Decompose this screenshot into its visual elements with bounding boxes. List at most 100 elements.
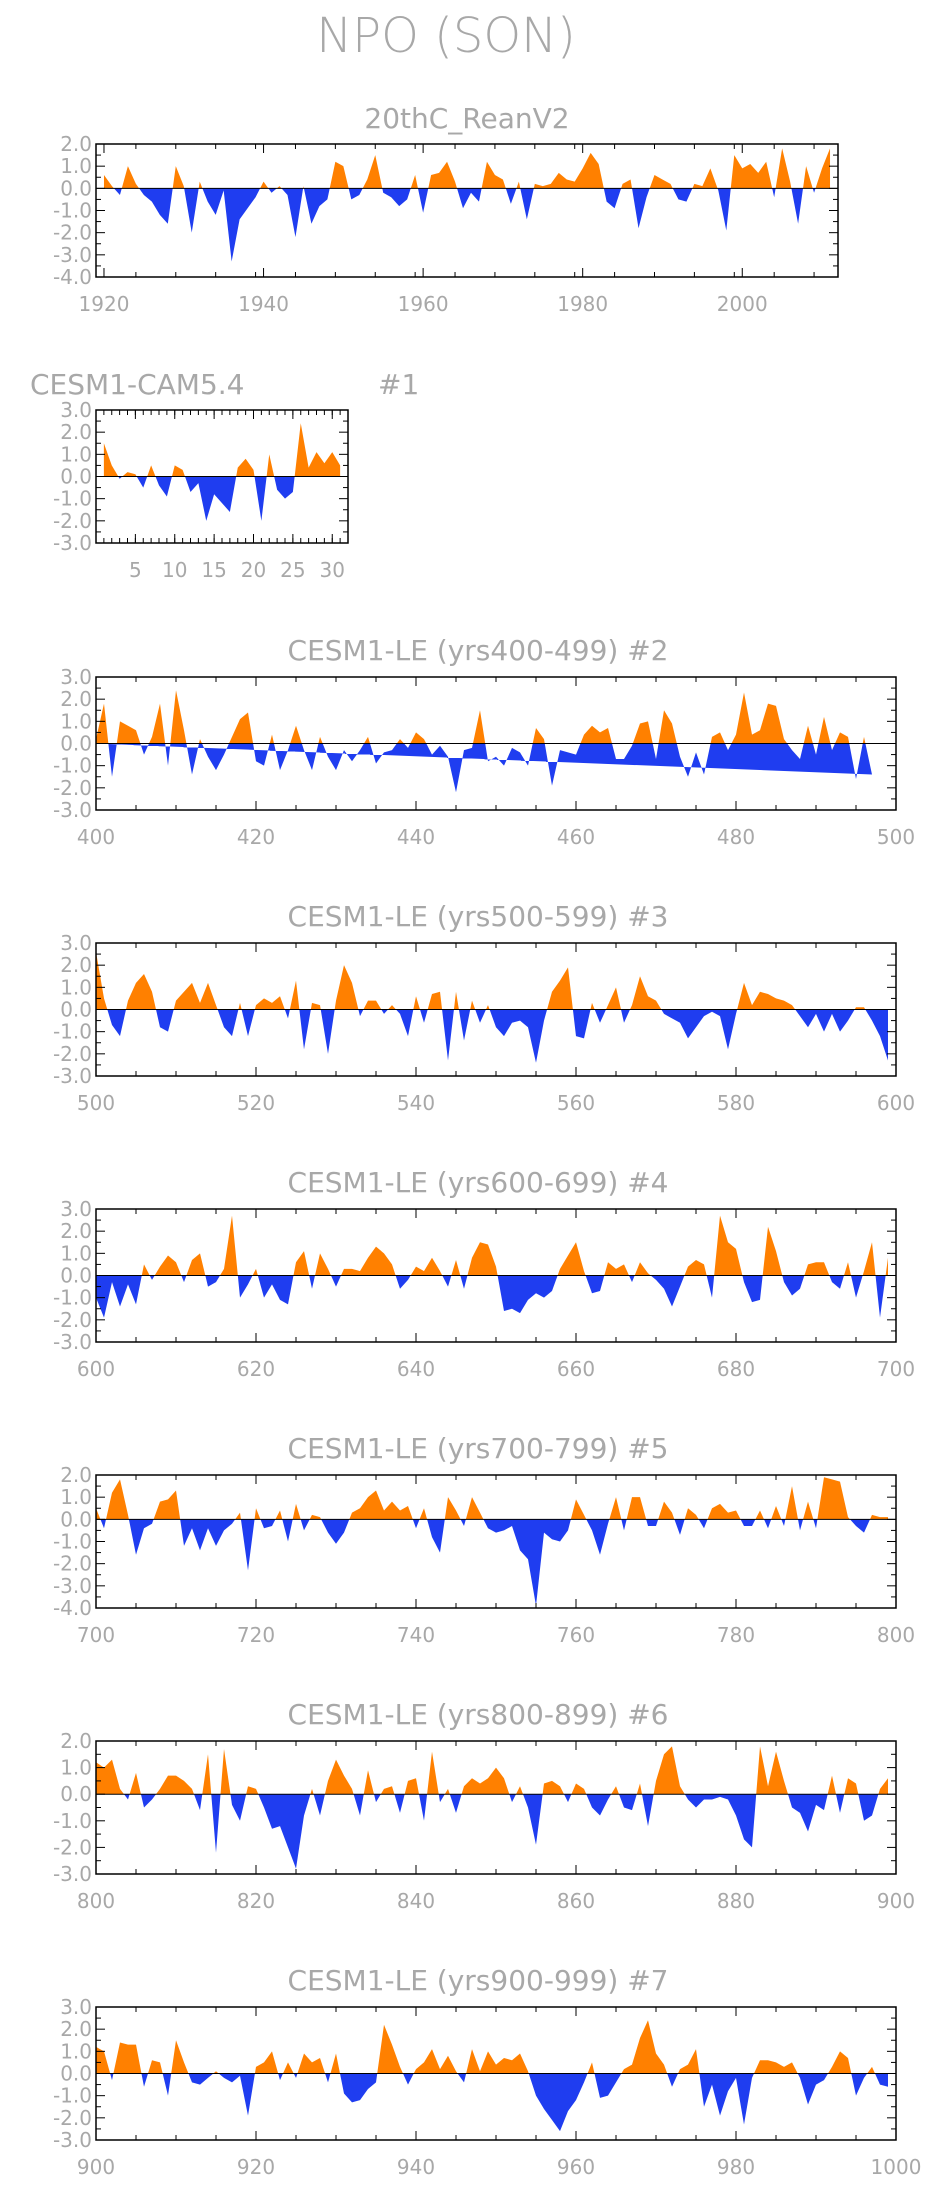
y-tick-label: 1.0 — [60, 709, 92, 733]
x-tick-label: 1980 — [557, 292, 608, 316]
x-tick-label: 5 — [129, 558, 142, 582]
x-tick-label: 500 — [77, 1091, 115, 1115]
y-tick-label: -1.0 — [53, 487, 92, 511]
panels-group: 20thC_ReanV22.01.00.0-1.0-2.0-3.0-4.0192… — [30, 102, 921, 2179]
x-tick-label: 400 — [77, 825, 115, 849]
panel-title: CESM1-LE (yrs700-799) #5 — [288, 1432, 669, 1465]
panel-1: 20thC_ReanV2 2.01.00.0-1.0-2.0-3.0-4.0 192… — [53, 102, 839, 316]
x-tick-label: 760 — [557, 1623, 595, 1647]
y-tick-label: -2.0 — [53, 221, 92, 245]
panel-3: CESM1-LE (yrs400-499) #2 3.02.01.00.0-1.0… — [53, 634, 915, 849]
x-tick-label: 660 — [557, 1357, 595, 1381]
x-tick-label: 900 — [877, 1889, 915, 1913]
panel-8: CESM1-LE (yrs900-999) #7 3.02.01.00.0-1.0… — [53, 1964, 921, 2179]
y-tick-label: 0.0 — [60, 2062, 92, 2086]
positive-area — [96, 1746, 888, 1795]
negative-area — [96, 1794, 888, 1869]
y-tick-label: -3.0 — [53, 1064, 92, 1088]
x-tick-label: 700 — [77, 1623, 115, 1647]
negative-area — [96, 2073, 888, 2132]
x-tick-label: 800 — [77, 1889, 115, 1913]
y-tick-label: 1.0 — [60, 1241, 92, 1265]
y-tick-label: 2.0 — [60, 1463, 92, 1487]
y-tick-label: -1.0 — [53, 754, 92, 778]
x-tick-label: 900 — [77, 2155, 115, 2179]
y-tick-label: 1.0 — [60, 154, 92, 178]
y-tick-label: 3.0 — [60, 665, 92, 689]
positive-area — [96, 1477, 888, 1520]
y-tick-label: -3.0 — [53, 531, 92, 555]
panel-title: 20thC_ReanV2 — [364, 102, 569, 135]
positive-area — [103, 148, 831, 189]
panel-title: CESM1-LE (yrs900-999) #7 — [288, 1964, 669, 1997]
y-tick-label: 1.0 — [60, 1756, 92, 1780]
y-tick-label: 2.0 — [60, 420, 92, 444]
panel-title: CESM1-LE (yrs500-599) #3 — [288, 900, 669, 933]
y-tick-label: -1.0 — [53, 1020, 92, 1044]
panel-title: CESM1-LE (yrs400-499) #2 — [288, 634, 669, 667]
panel-5: CESM1-LE (yrs600-699) #4 3.02.01.00.0-1.0… — [53, 1166, 915, 1381]
panel-title: CESM1-LE (yrs600-699) #4 — [288, 1166, 669, 1199]
positive-area — [96, 1215, 888, 1276]
y-tick-label: -1.0 — [53, 1809, 92, 1833]
x-tick-label: 800 — [877, 1623, 915, 1647]
x-tick-label: 1940 — [238, 292, 289, 316]
x-tick-label: 560 — [557, 1091, 595, 1115]
y-tick-label: 2.0 — [60, 953, 92, 977]
y-tick-label: -1.0 — [53, 199, 92, 223]
y-tick-label: 0.0 — [60, 1507, 92, 1531]
y-tick-label: -1.0 — [53, 1286, 92, 1310]
y-tick-label: 1.0 — [60, 2039, 92, 2063]
x-tick-label: 960 — [557, 2155, 595, 2179]
y-tick-label: 1.0 — [60, 442, 92, 466]
negative-area — [96, 1009, 888, 1063]
x-tick-label: 480 — [717, 825, 755, 849]
x-tick-label: 740 — [397, 1623, 435, 1647]
y-tick-label: 2.0 — [60, 687, 92, 711]
x-tick-label: 840 — [397, 1889, 435, 1913]
panel-title: CESM1-LE (yrs800-899) #6 — [288, 1698, 669, 1731]
y-tick-label: 0.0 — [60, 732, 92, 756]
y-tick-label: -2.0 — [53, 1835, 92, 1859]
x-tick-label: 1000 — [871, 2155, 922, 2179]
x-tick-label: 540 — [397, 1091, 435, 1115]
y-tick-label: 3.0 — [60, 398, 92, 422]
x-tick-label: 880 — [717, 1889, 755, 1913]
x-tick-label: 420 — [237, 825, 275, 849]
y-tick-label: -3.0 — [53, 243, 92, 267]
x-tick-label: 620 — [237, 1357, 275, 1381]
panel-run-label: #1 — [378, 368, 419, 401]
y-tick-label: 0.0 — [60, 176, 92, 200]
y-tick-label: -1.0 — [53, 1530, 92, 1554]
x-tick-label: 440 — [397, 825, 435, 849]
positive-area — [103, 423, 341, 477]
y-tick-label: 3.0 — [60, 1197, 92, 1221]
y-tick-label: 3.0 — [60, 1995, 92, 2019]
y-tick-label: -2.0 — [53, 509, 92, 533]
x-tick-label: 820 — [237, 1889, 275, 1913]
positive-area — [96, 690, 866, 744]
y-tick-label: 2.0 — [60, 1219, 92, 1243]
x-tick-label: 500 — [877, 825, 915, 849]
y-tick-label: 2.0 — [60, 2017, 92, 2041]
x-tick-label: 30 — [320, 558, 345, 582]
y-tick-label: 3.0 — [60, 931, 92, 955]
y-tick-label: -1.0 — [53, 2084, 92, 2108]
y-tick-label: -3.0 — [53, 798, 92, 822]
x-tick-label: 920 — [237, 2155, 275, 2179]
y-tick-label: 1.0 — [60, 1485, 92, 1509]
panel-title: CESM1-CAM5.4 — [30, 368, 244, 401]
panel-4: CESM1-LE (yrs500-599) #3 3.02.01.00.0-1.0… — [53, 900, 915, 1115]
x-tick-label: 10 — [162, 558, 187, 582]
x-tick-label: 600 — [877, 1091, 915, 1115]
x-tick-label: 2000 — [717, 292, 768, 316]
y-tick-label: -2.0 — [53, 2106, 92, 2130]
y-tick-label: 1.0 — [60, 975, 92, 999]
y-tick-label: -4.0 — [53, 265, 92, 289]
x-tick-label: 15 — [201, 558, 226, 582]
x-tick-label: 1920 — [79, 292, 130, 316]
y-tick-label: 0.0 — [60, 1782, 92, 1806]
x-tick-label: 25 — [280, 558, 305, 582]
x-tick-label: 980 — [717, 2155, 755, 2179]
